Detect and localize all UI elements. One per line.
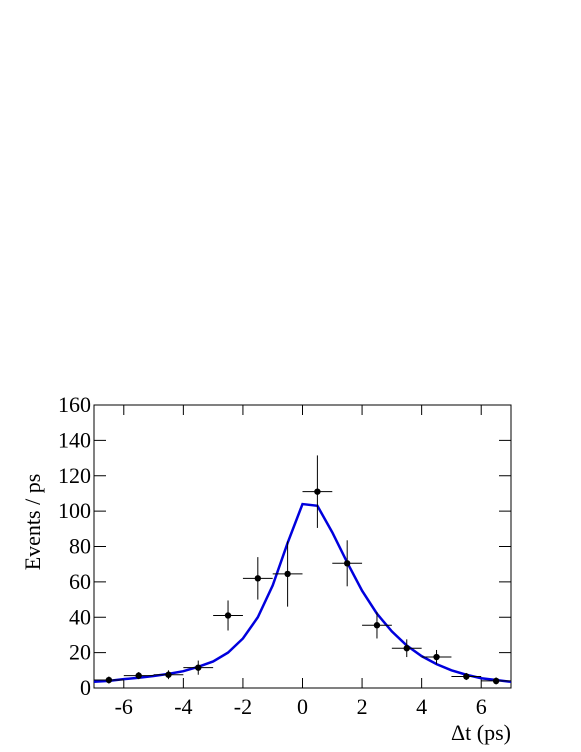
x-axis-label: Δt (ps) [451,720,511,745]
y-tick-label: 160 [58,392,91,417]
y-tick-label: 20 [69,640,91,665]
data-point [403,645,410,652]
data-point [224,612,232,619]
data-point [314,488,321,495]
y-axis-label: Events / ps [20,474,45,571]
y-tick-label: 40 [69,604,91,629]
data-point [254,575,262,582]
x-tick-label: -4 [174,694,192,719]
x-tick-label: 2 [357,694,368,719]
y-tick-label: 60 [69,569,91,594]
data-point [165,671,172,678]
y-tick-label: 100 [58,498,91,523]
data-point [463,673,470,680]
data-point [343,560,351,567]
x-tick-label: 4 [416,694,427,719]
y-tick-label: 120 [58,463,91,488]
data-point [135,672,142,679]
y-tick-label: 0 [80,675,91,700]
x-tick-label: 0 [297,694,308,719]
data-point [373,622,381,629]
y-tick-label: 80 [69,534,91,559]
x-tick-label: -2 [234,694,252,719]
data-point [195,664,202,671]
data-point [492,677,500,685]
x-tick-label: 6 [476,694,487,719]
data-point [105,676,113,684]
data-point [284,570,291,578]
y-tick-label: 140 [58,427,91,452]
data-point [433,653,440,661]
x-tick-label: -6 [115,694,133,719]
